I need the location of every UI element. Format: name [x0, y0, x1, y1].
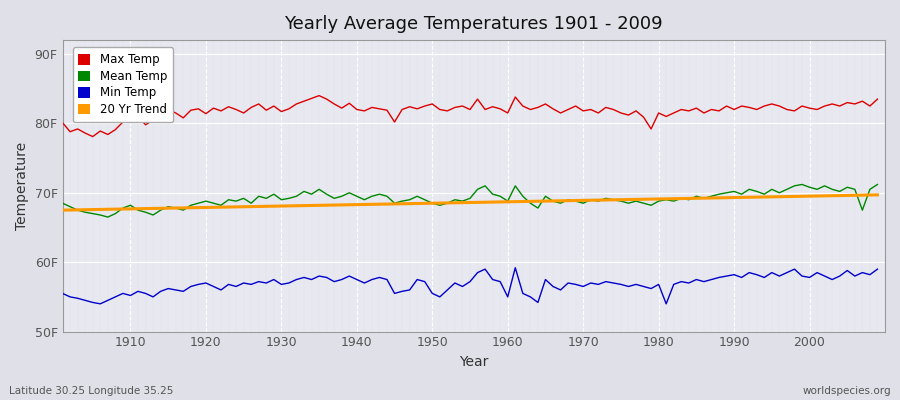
Text: worldspecies.org: worldspecies.org [803, 386, 891, 396]
Text: Latitude 30.25 Longitude 35.25: Latitude 30.25 Longitude 35.25 [9, 386, 174, 396]
Y-axis label: Temperature: Temperature [15, 142, 29, 230]
X-axis label: Year: Year [459, 355, 489, 369]
Legend: Max Temp, Mean Temp, Min Temp, 20 Yr Trend: Max Temp, Mean Temp, Min Temp, 20 Yr Tre… [73, 48, 173, 122]
Title: Yearly Average Temperatures 1901 - 2009: Yearly Average Temperatures 1901 - 2009 [284, 15, 663, 33]
